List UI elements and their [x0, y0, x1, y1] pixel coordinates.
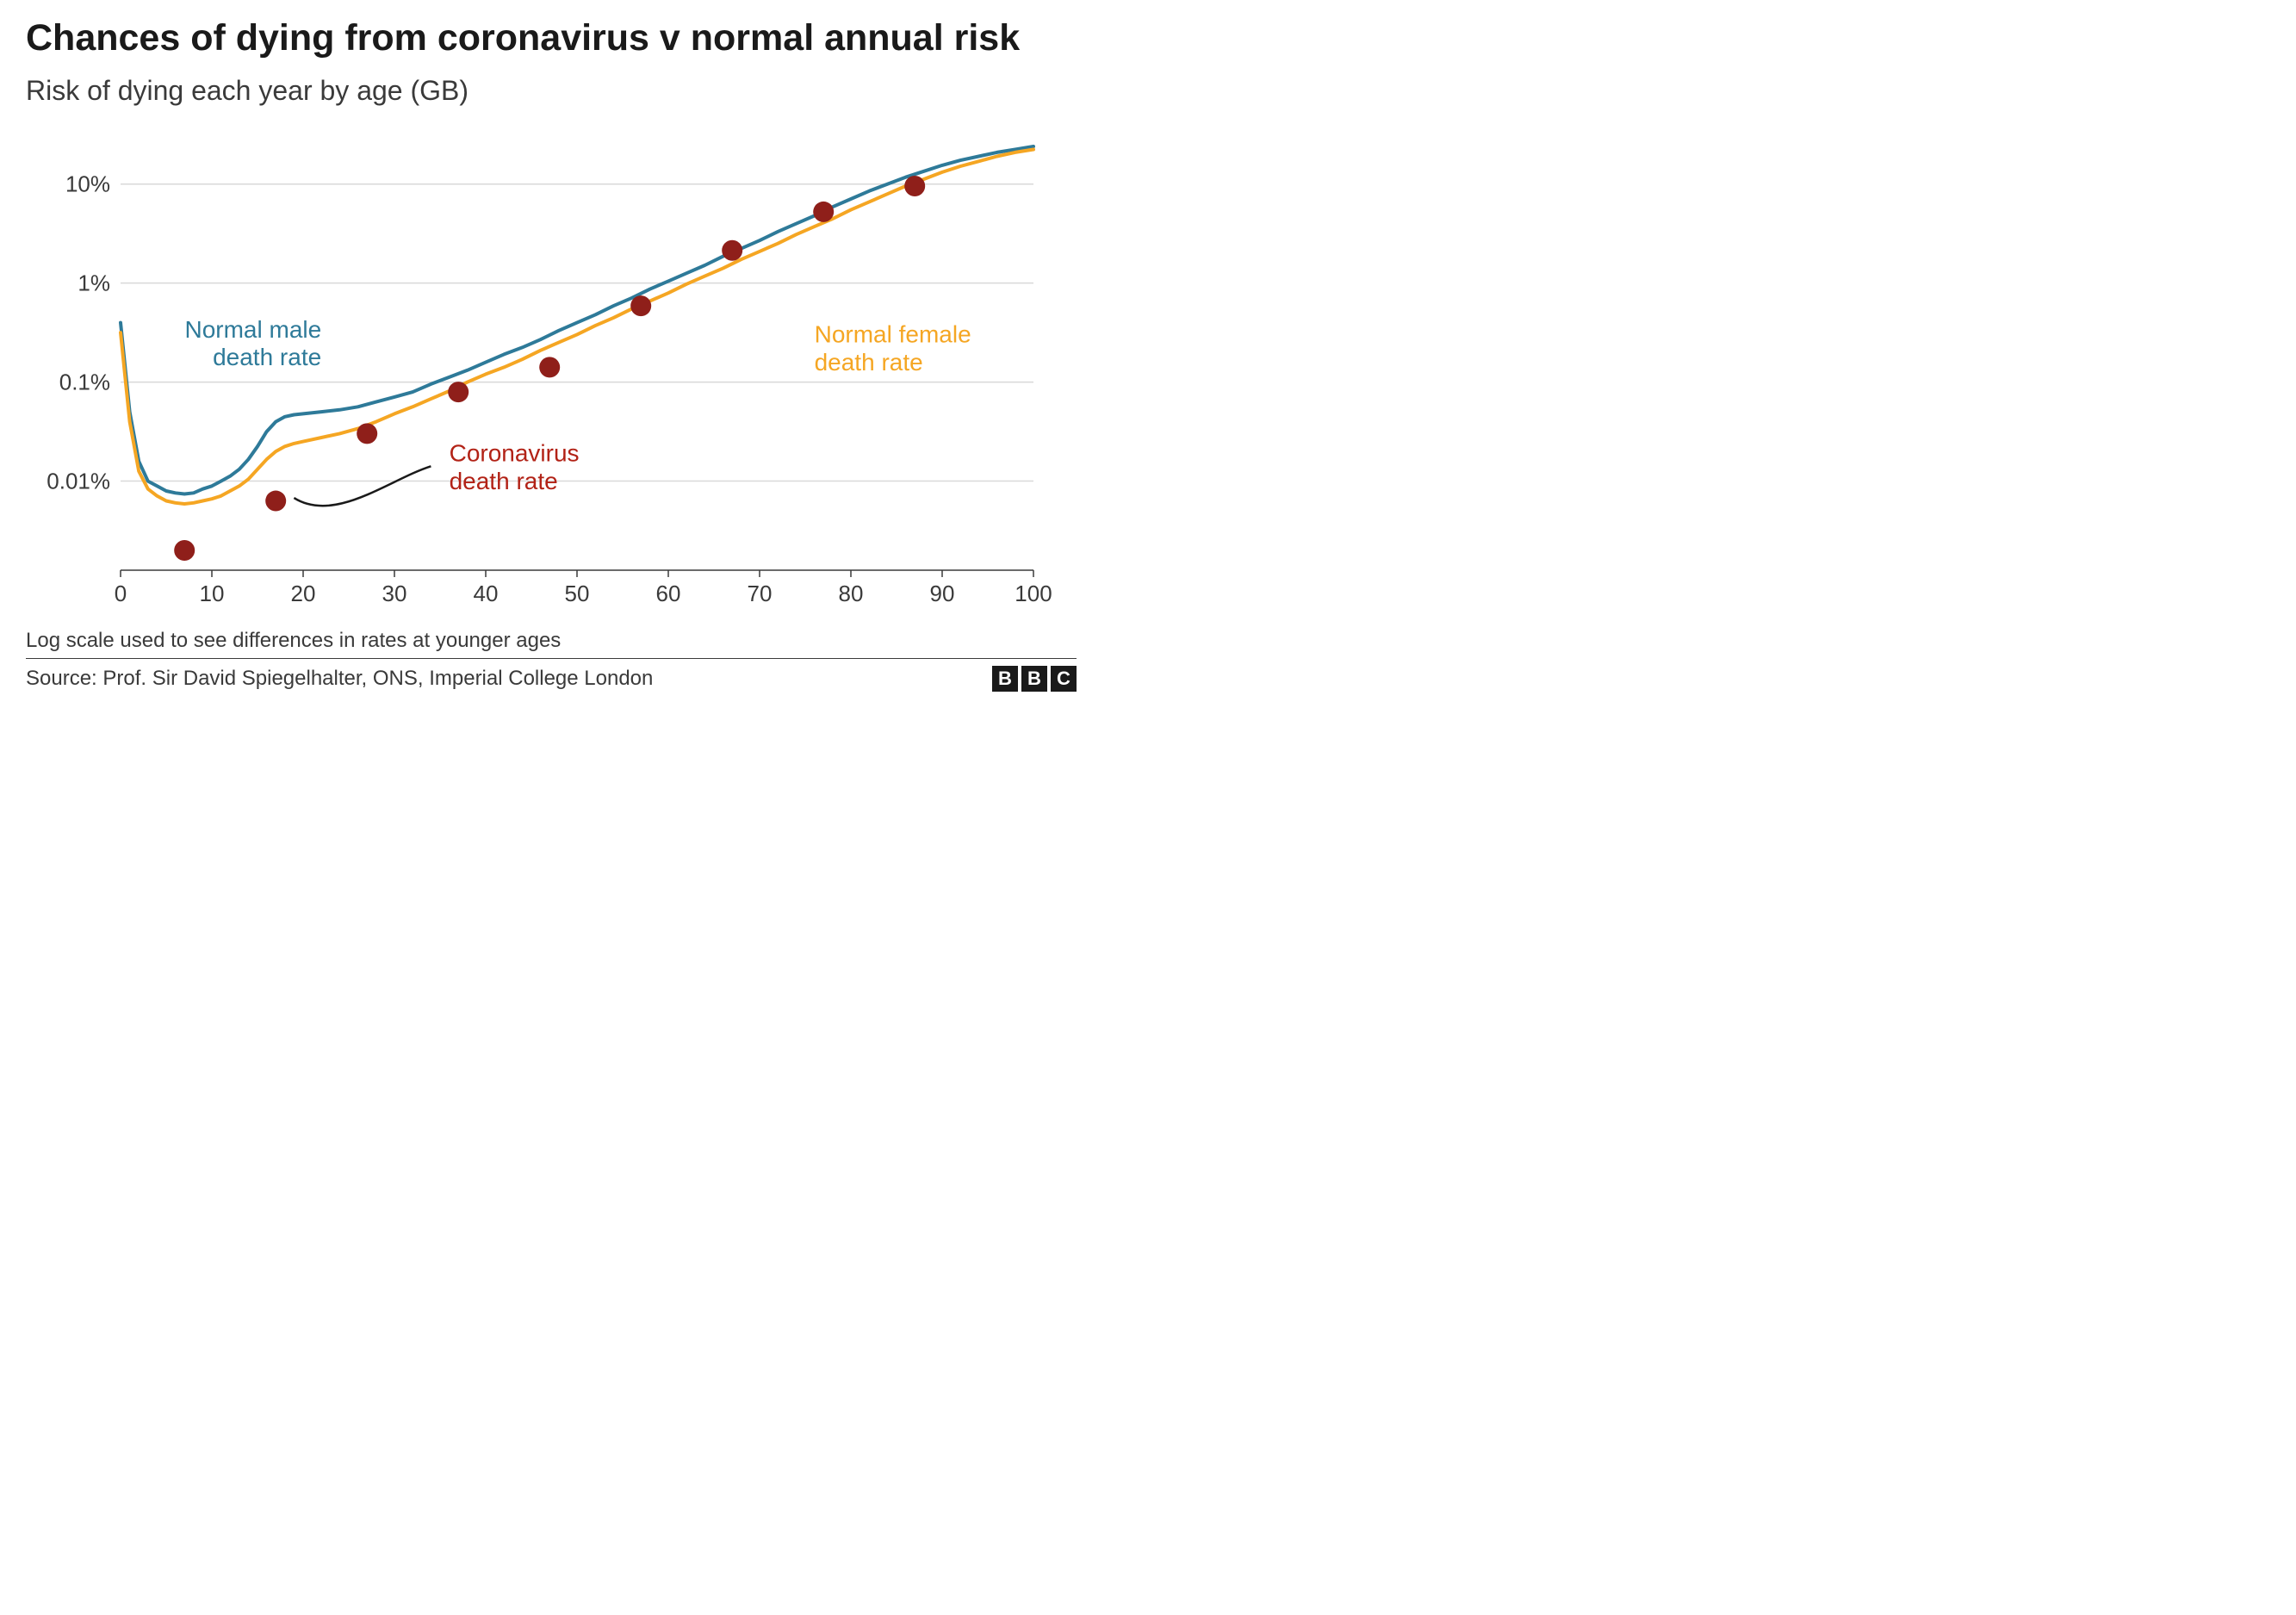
svg-text:1%: 1% — [78, 270, 110, 296]
svg-text:20: 20 — [291, 581, 316, 606]
bbc-b2: B — [1021, 666, 1047, 692]
svg-text:10%: 10% — [65, 171, 110, 197]
svg-text:Coronavirus: Coronavirus — [450, 440, 580, 467]
svg-text:0.01%: 0.01% — [47, 469, 110, 494]
svg-text:Normal female: Normal female — [815, 321, 971, 348]
chart-svg: 0 10 20 30 40 50 60 70 80 90 100 0.01% 0.1% 1% 10% Norm… — [26, 131, 1059, 613]
svg-text:50: 50 — [565, 581, 590, 606]
bbc-c: C — [1051, 666, 1077, 692]
svg-text:40: 40 — [474, 581, 499, 606]
chart-title: Chances of dying from coronavirus v norm… — [26, 17, 1077, 59]
svg-text:100: 100 — [1015, 581, 1052, 606]
svg-text:death rate: death rate — [815, 349, 923, 376]
svg-text:0: 0 — [115, 581, 127, 606]
svg-text:0.1%: 0.1% — [59, 370, 110, 395]
source-row: Source: Prof. Sir David Spiegelhalter, O… — [26, 658, 1077, 692]
chart-plot-area: 0 10 20 30 40 50 60 70 80 90 100 0.01% 0.1% 1% 10% Norm… — [26, 131, 1077, 613]
svg-text:60: 60 — [656, 581, 681, 606]
chart-container: Chances of dying from coronavirus v norm… — [0, 0, 1102, 700]
svg-text:80: 80 — [839, 581, 864, 606]
bbc-logo: B B C — [992, 666, 1077, 692]
svg-text:death rate: death rate — [450, 468, 558, 494]
svg-text:death rate: death rate — [213, 345, 321, 371]
svg-text:Normal male: Normal male — [184, 316, 321, 343]
source-text: Source: Prof. Sir David Spiegelhalter, O… — [26, 667, 653, 691]
svg-text:10: 10 — [200, 581, 225, 606]
svg-text:90: 90 — [930, 581, 955, 606]
svg-text:30: 30 — [382, 581, 407, 606]
svg-text:70: 70 — [748, 581, 773, 606]
bbc-b1: B — [992, 666, 1018, 692]
chart-subtitle: Risk of dying each year by age (GB) — [26, 75, 1077, 107]
chart-footnote: Log scale used to see differences in rat… — [26, 629, 1077, 653]
